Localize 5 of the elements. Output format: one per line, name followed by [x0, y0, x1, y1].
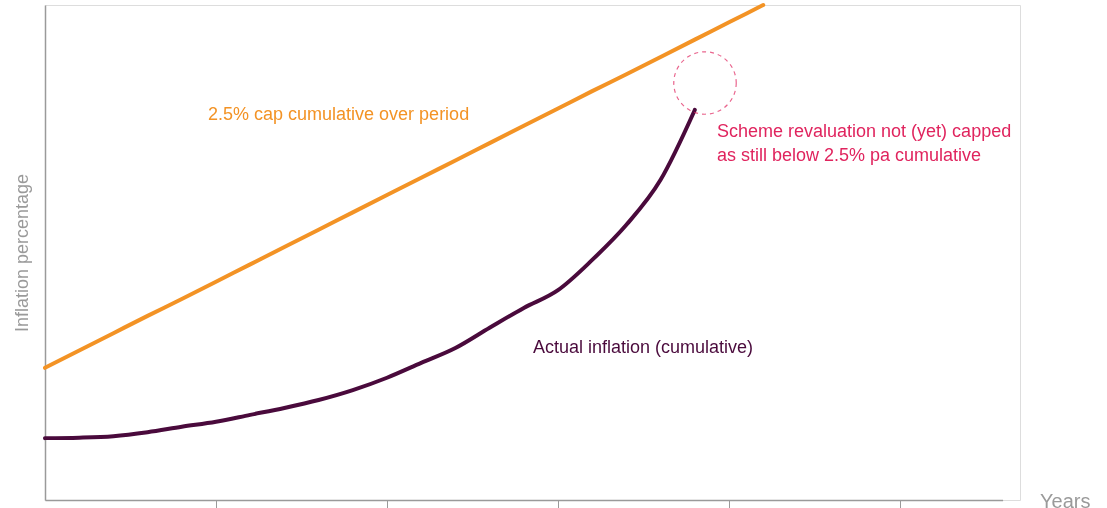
annotation: Scheme revaluation not (yet) capped as still below 2.5% pa cumulative — [717, 121, 1012, 165]
series-label: 2.5% cap cumulative over period — [208, 104, 470, 124]
x-axis-title: Years — [1040, 489, 1091, 508]
series-label: Actual inflation (cumulative) — [533, 337, 754, 357]
y-axis-title: Inflation percentage — [11, 173, 32, 333]
